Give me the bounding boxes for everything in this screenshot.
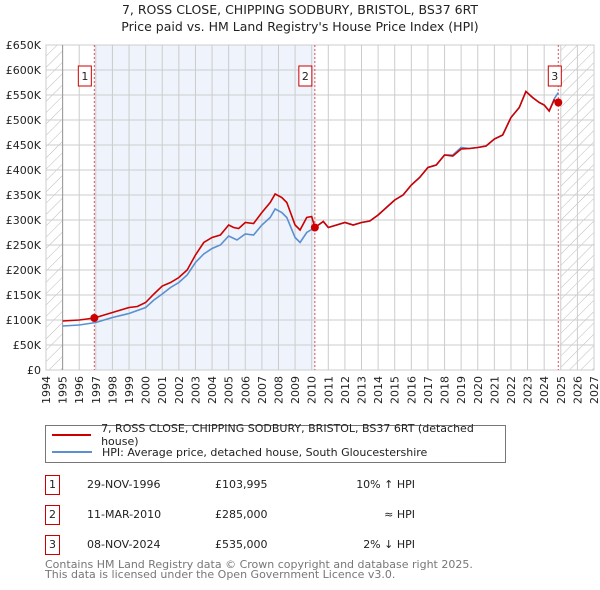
footer: Contains HM Land Registry data © Crown c… bbox=[45, 558, 473, 581]
sale-label-box bbox=[547, 65, 562, 87]
y-tick-label: £600K bbox=[6, 64, 42, 77]
y-tick-label: £300K bbox=[6, 214, 42, 227]
transaction-date: 08-NOV-2024 bbox=[87, 538, 161, 551]
x-tick-label: 2003 bbox=[189, 376, 202, 404]
hatched-region bbox=[46, 45, 63, 370]
y-tick-label: £50K bbox=[13, 339, 42, 352]
chart-title: 7, ROSS CLOSE, CHIPPING SODBURY, BRISTOL… bbox=[121, 2, 479, 17]
x-tick-label: 1997 bbox=[90, 376, 103, 404]
chart-subtitle: Price paid vs. HM Land Registry's House … bbox=[121, 19, 479, 34]
x-tick-label: 2000 bbox=[140, 376, 153, 404]
legend-item-hpi: HPI: Average price, detached house, Sout… bbox=[52, 444, 427, 460]
x-tick-label: 2024 bbox=[538, 376, 551, 404]
sale-label: 2 bbox=[302, 70, 309, 83]
sale-point bbox=[90, 314, 99, 323]
y-tick-label: £550K bbox=[6, 89, 42, 102]
marker-badge: 2 bbox=[45, 505, 60, 525]
y-tick-label: £100K bbox=[6, 314, 42, 327]
legend-label: HPI: Average price, detached house, Sout… bbox=[102, 445, 428, 459]
transaction-price: £103,995 bbox=[215, 478, 268, 491]
x-tick-label: 2027 bbox=[588, 376, 600, 404]
legend-swatch-blue bbox=[52, 451, 92, 453]
footer-licence: This data is licensed under the Open Gov… bbox=[45, 568, 396, 581]
x-tick-label: 2023 bbox=[522, 376, 535, 404]
sale-point bbox=[554, 98, 563, 107]
transaction-date: 29-NOV-1996 bbox=[87, 478, 161, 491]
x-tick-label: 2012 bbox=[339, 376, 352, 404]
legend-item-property: 7, ROSS CLOSE, CHIPPING SODBURY, BRISTOL… bbox=[52, 422, 505, 448]
legend-swatch-red bbox=[52, 434, 92, 436]
legend: 7, ROSS CLOSE, CHIPPING SODBURY, BRISTOL… bbox=[45, 422, 506, 463]
transaction-row: 2 11-MAR-2010 £285,000 ≈ HPI bbox=[45, 505, 465, 525]
x-tick-label: 2006 bbox=[239, 376, 252, 404]
x-tick-label: 1996 bbox=[73, 376, 86, 404]
x-tick-label: 2025 bbox=[555, 376, 568, 404]
x-tick-label: 2013 bbox=[356, 376, 369, 404]
x-tick-label: 2018 bbox=[439, 376, 452, 404]
y-tick-label: £500K bbox=[6, 114, 42, 127]
x-tick-label: 2007 bbox=[256, 376, 269, 404]
x-tick-label: 2005 bbox=[223, 376, 236, 404]
y-tick-label: £200K bbox=[6, 264, 42, 277]
transaction-hpi: 2% ↓ HPI bbox=[363, 538, 415, 551]
x-tick-label: 2019 bbox=[455, 376, 468, 404]
price-chart: 1994 1995 1996 1997 1998 1999 2000 2001 2002 2003… bbox=[6, 39, 600, 404]
marker-badge: 1 bbox=[45, 475, 60, 495]
sale-label: 1 bbox=[81, 70, 88, 83]
x-tick-label: 2016 bbox=[405, 376, 418, 404]
x-tick-label: 1995 bbox=[57, 376, 70, 404]
x-tick-label: 2009 bbox=[289, 376, 302, 404]
shaded-period bbox=[94, 45, 315, 370]
x-tick-label: 2010 bbox=[306, 376, 319, 404]
transaction-date: 11-MAR-2010 bbox=[87, 508, 162, 521]
x-tick-label: 2014 bbox=[372, 376, 385, 404]
transaction-price: £285,000 bbox=[215, 508, 268, 521]
transaction-hpi: 10% ↑ HPI bbox=[356, 478, 415, 491]
transaction-row: 1 29-NOV-1996 £103,995 10% ↑ HPI bbox=[45, 475, 465, 495]
x-tick-label: 2020 bbox=[472, 376, 485, 404]
sale-label: 3 bbox=[551, 70, 558, 83]
x-tick-label: 2017 bbox=[422, 376, 435, 404]
x-tick-label: 2002 bbox=[173, 376, 186, 404]
x-tick-label: 2026 bbox=[571, 376, 584, 404]
sale-label-box bbox=[77, 65, 92, 87]
plot-border bbox=[45, 44, 595, 371]
x-tick-label: 1994 bbox=[40, 376, 53, 404]
legend-label: 7, ROSS CLOSE, CHIPPING SODBURY, BRISTOL… bbox=[101, 422, 474, 448]
x-tick-label: 2021 bbox=[488, 376, 501, 404]
x-tick-label: 2015 bbox=[389, 376, 402, 404]
x-tick-label: 2004 bbox=[206, 376, 219, 404]
x-tick-label: 1998 bbox=[106, 376, 119, 404]
footer-copyright: Contains HM Land Registry data © Crown c… bbox=[45, 558, 473, 571]
transaction-row: 3 08-NOV-2024 £535,000 2% ↓ HPI bbox=[45, 535, 465, 555]
y-tick-label: £350K bbox=[6, 189, 42, 202]
y-tick-label: £450K bbox=[6, 139, 42, 152]
transaction-price: £535,000 bbox=[215, 538, 268, 551]
y-tick-label: £150K bbox=[6, 289, 42, 302]
transaction-hpi: ≈ HPI bbox=[384, 508, 415, 521]
x-tick-label: 2011 bbox=[322, 376, 335, 404]
x-tick-label: 1999 bbox=[123, 376, 136, 404]
y-tick-label: £0 bbox=[27, 364, 41, 377]
y-tick-label: £250K bbox=[6, 239, 42, 252]
x-tick-label: 2001 bbox=[156, 376, 169, 404]
sale-point bbox=[310, 223, 319, 232]
y-tick-label: £650K bbox=[6, 39, 42, 52]
y-tick-label: £400K bbox=[6, 164, 42, 177]
sale-label-box bbox=[298, 65, 313, 87]
marker-badge: 3 bbox=[45, 535, 60, 555]
x-tick-label: 2022 bbox=[505, 376, 518, 404]
x-tick-label: 2008 bbox=[272, 376, 285, 404]
